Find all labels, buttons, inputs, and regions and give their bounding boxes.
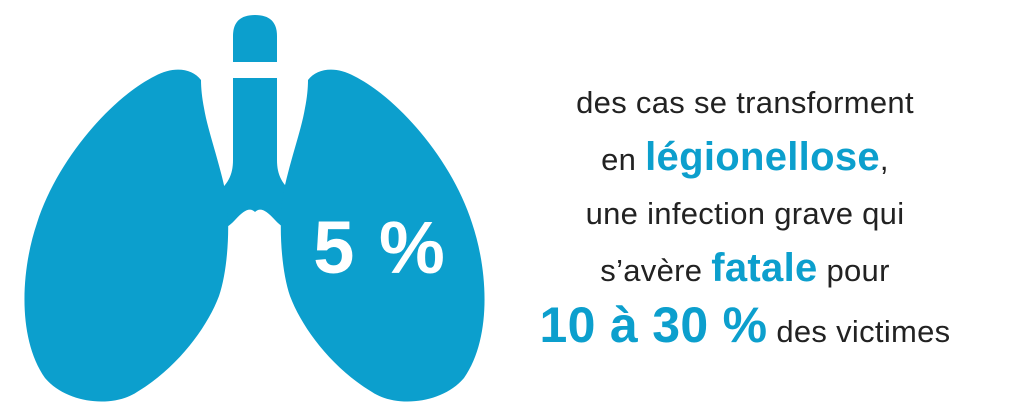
caption-line-5-emphasis: 10 à 30 %	[539, 297, 768, 353]
left-lobe-shape	[24, 69, 229, 402]
caption-line-4-emphasis: fatale	[711, 246, 818, 290]
caption-line-4-post: pour	[817, 253, 890, 288]
caption-line-2-post: ,	[879, 142, 889, 177]
stat-value: 5 %	[313, 206, 447, 289]
lungs-icon: 5 %	[15, 8, 495, 408]
caption-line-4: s’avère fatale pour	[495, 241, 995, 298]
caption-line-5-post: des victimes	[767, 314, 951, 349]
caption-line-2-emphasis: légionellose	[645, 135, 880, 179]
caption-line-1: des cas se transforment	[495, 76, 995, 130]
caption-line-4-pre: s’avère	[600, 253, 712, 288]
caption-line-2-pre: en	[601, 142, 646, 177]
right-lobe-shape	[280, 69, 485, 402]
caption-line-3-text: une infection grave qui	[585, 196, 905, 231]
caption-line-3: une infection grave qui	[495, 187, 995, 241]
caption-line-2: en légionellose,	[495, 130, 995, 187]
caption-block: des cas se transforment en légionellose,…	[495, 76, 995, 359]
lungs-icon-svg: 5 %	[24, 15, 485, 402]
caption-line-5: 10 à 30 % des victimes	[495, 298, 995, 359]
trachea-cap-shape	[233, 15, 277, 62]
caption-line-1-text: des cas se transforment	[576, 85, 914, 120]
